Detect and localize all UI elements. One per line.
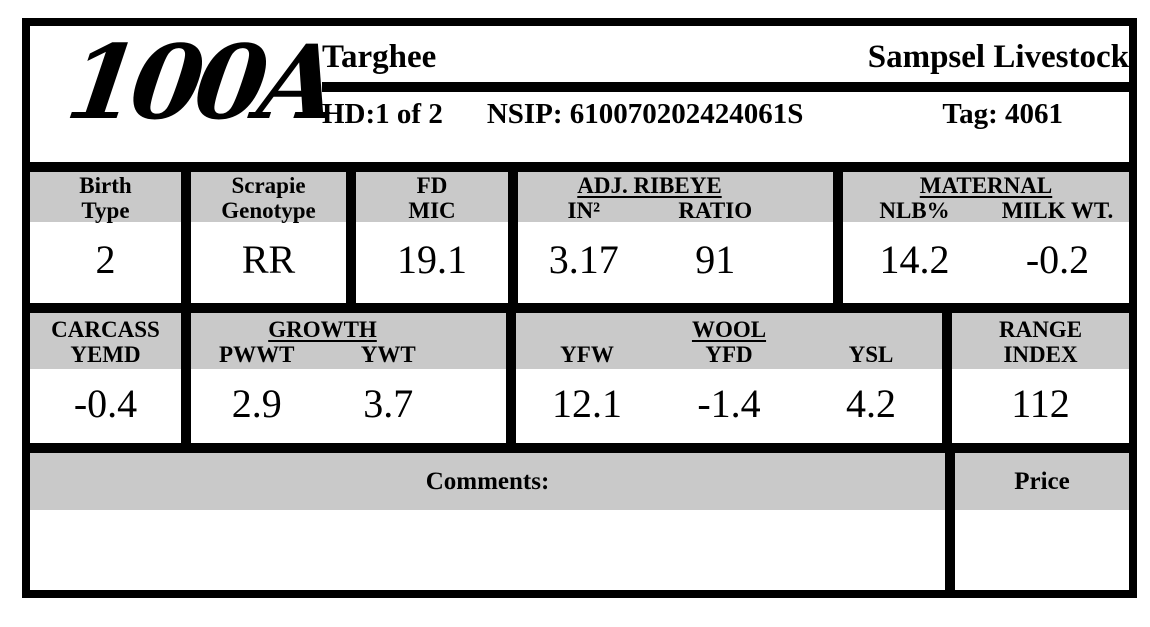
identification-row: HD:1 of 2 NSIP: 610070202424061S Tag: 40… <box>322 98 1129 130</box>
nlb-label: NLB% <box>879 198 950 223</box>
card-header: 100A Targhee Sampsel Livestock HD:1 of 2… <box>30 23 1129 162</box>
birth-type-header: Birth Type <box>30 172 181 223</box>
scrapie-label-line1: Scrapie <box>231 173 306 198</box>
scrapie-genotype-value: RR <box>241 237 296 282</box>
carcass-yemd-value: -0.4 <box>73 380 138 426</box>
ratio-label: RATIO <box>678 198 753 223</box>
range-index-header: RANGE INDEX <box>952 313 1129 369</box>
pwwt-label: PWWT <box>219 342 295 367</box>
in2-label: IN² <box>567 198 600 223</box>
maternal-values: 14.2 -0.2 <box>843 222 1129 303</box>
range-index-value: 112 <box>1011 380 1070 426</box>
fd-label-line2: MIC <box>408 198 456 223</box>
header-right-block: Targhee Sampsel Livestock HD:1 of 2 NSIP… <box>322 34 1129 130</box>
wool-sublabels: YFW YFD YSL <box>516 342 942 367</box>
fd-mic-header: FD MIC <box>356 172 508 223</box>
company-name: Sampsel Livestock <box>867 39 1129 75</box>
head-count: HD:1 of 2 <box>322 98 443 130</box>
header-divider-rule <box>322 82 1129 92</box>
maternal-title: MATERNAL <box>919 173 1053 198</box>
price-body <box>955 510 1129 590</box>
adj-ribeye-header: ADJ. RIBEYE IN² RATIO <box>518 172 833 223</box>
range-index-cell: RANGE INDEX 112 <box>952 313 1129 443</box>
yfw-label: YFW <box>560 342 614 367</box>
growth-values: 2.9 3.7 <box>191 369 506 443</box>
comments-cell: Comments: <box>30 453 945 590</box>
maternal-sublabels: NLB% MILK WT. <box>843 198 1129 223</box>
animal-id-logo: 100A <box>59 23 341 143</box>
scrapie-genotype-cell: Scrapie Genotype RR <box>191 172 346 303</box>
yfw-value: 12.1 <box>552 380 622 426</box>
adj-ribeye-values: 3.17 91 <box>518 222 833 303</box>
fd-label-line1: FD <box>416 173 448 198</box>
carcass-yemd-cell: CARCASS YEMD -0.4 <box>30 313 181 443</box>
wool-cell: WOOL YFW YFD YSL 12.1 -1.4 4.2 <box>516 313 942 443</box>
ywt-value: 3.7 <box>363 380 414 426</box>
carcass-yemd-header: CARCASS YEMD <box>30 313 181 369</box>
livestock-sale-card: 100A Targhee Sampsel Livestock HD:1 of 2… <box>22 18 1137 598</box>
growth-sublabels: PWWT YWT <box>191 342 454 367</box>
fd-mic-value: 19.1 <box>397 237 467 282</box>
nlb-value: 14.2 <box>879 237 950 282</box>
birth-type-label-line1: Birth <box>79 173 132 198</box>
footer-row: Comments: Price <box>30 443 1129 590</box>
breed-row: Targhee Sampsel Livestock <box>322 34 1129 82</box>
comments-header: Comments: <box>30 453 945 510</box>
birth-type-cell: Birth Type 2 <box>30 172 181 303</box>
stats-row-1: Birth Type 2 Scrapie Genotype RR FD MIC … <box>30 162 1129 303</box>
yfd-label: YFD <box>705 342 753 367</box>
range-label-line2: INDEX <box>1003 342 1078 367</box>
range-label-line1: RANGE <box>998 317 1083 342</box>
growth-cell: GROWTH PWWT YWT 2.9 3.7 <box>191 313 506 443</box>
milk-wt-value: -0.2 <box>1025 237 1090 282</box>
ysl-value: 4.2 <box>846 380 896 426</box>
adj-ribeye-title: ADJ. RIBEYE <box>577 173 722 198</box>
price-header: Price <box>955 453 1129 510</box>
stats-row-2: CARCASS YEMD -0.4 GROWTH PWWT YWT 2.9 3.… <box>30 303 1129 443</box>
ywt-label: YWT <box>360 342 416 367</box>
scrapie-label-line2: Genotype <box>221 198 316 223</box>
maternal-cell: MATERNAL NLB% MILK WT. 14.2 -0.2 <box>843 172 1129 303</box>
comments-body <box>30 510 945 590</box>
ratio-value: 91 <box>695 237 736 282</box>
growth-title: GROWTH <box>268 317 377 342</box>
carcass-label-line1: CARCASS <box>51 317 160 342</box>
breed-name: Targhee <box>322 39 437 75</box>
wool-title: WOOL <box>691 317 767 342</box>
fd-mic-cell: FD MIC 19.1 <box>356 172 508 303</box>
pwwt-value: 2.9 <box>231 380 282 426</box>
ysl-label: YSL <box>848 342 894 367</box>
birth-type-value: 2 <box>95 237 116 282</box>
adj-ribeye-sublabels: IN² RATIO <box>518 198 781 223</box>
maternal-header: MATERNAL NLB% MILK WT. <box>843 172 1129 223</box>
in2-value: 3.17 <box>548 237 619 282</box>
birth-type-label-line2: Type <box>81 198 130 223</box>
carcass-label-line2: YEMD <box>70 342 141 367</box>
milk-wt-label: MILK WT. <box>1001 198 1114 223</box>
nsip-number: NSIP: 610070202424061S <box>486 98 804 130</box>
growth-header: GROWTH PWWT YWT <box>191 313 506 369</box>
wool-values: 12.1 -1.4 4.2 <box>516 369 942 443</box>
yfd-value: -1.4 <box>697 380 761 426</box>
adj-ribeye-cell: ADJ. RIBEYE IN² RATIO 3.17 91 <box>518 172 833 303</box>
price-cell: Price <box>955 453 1129 590</box>
tag-number: Tag: 4061 <box>942 98 1063 130</box>
scrapie-genotype-header: Scrapie Genotype <box>191 172 346 223</box>
wool-header: WOOL YFW YFD YSL <box>516 313 942 369</box>
